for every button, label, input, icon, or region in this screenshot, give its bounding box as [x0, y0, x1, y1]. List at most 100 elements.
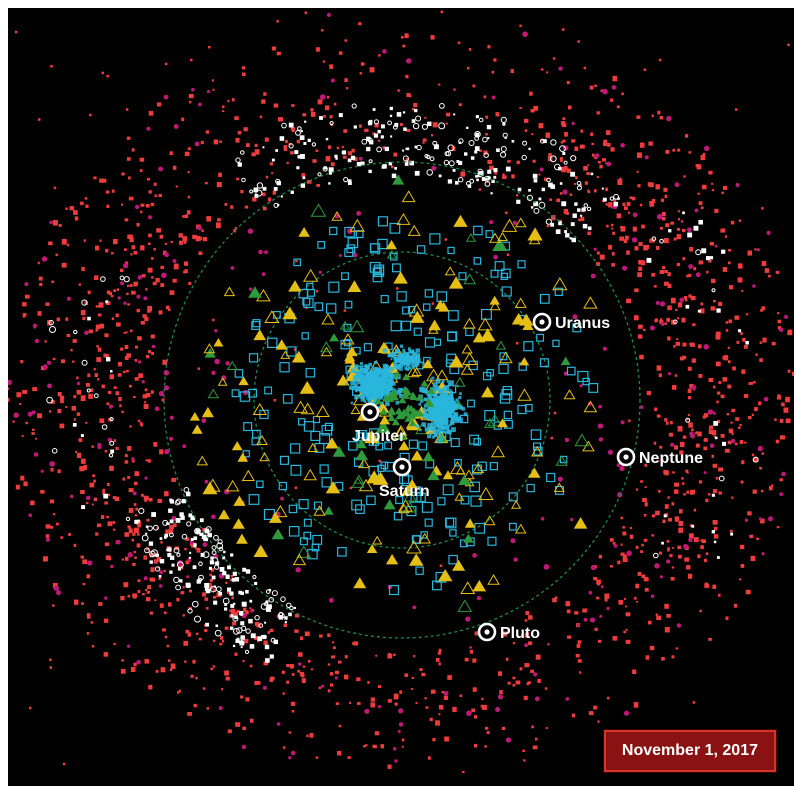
white-object-marker [100, 276, 106, 282]
red-object-marker [278, 117, 283, 122]
red-object-marker [661, 211, 666, 217]
red-object-marker [694, 537, 699, 543]
red-object-marker [701, 184, 707, 190]
triangle-object-marker [264, 310, 280, 323]
red-object-marker [116, 322, 121, 327]
triangle-object-marker [372, 535, 383, 545]
white-object-marker [72, 423, 77, 427]
red-object-marker [666, 421, 669, 425]
red-object-marker [619, 177, 622, 180]
white-object-marker [745, 341, 749, 345]
red-object-marker [559, 192, 563, 195]
white-object-marker [265, 658, 270, 663]
red-object-marker [687, 366, 692, 371]
magenta-object-marker [600, 585, 604, 589]
cyan-object-marker [267, 337, 278, 349]
cyan-core-marker [384, 365, 390, 370]
red-object-marker [123, 331, 126, 334]
red-object-marker [65, 406, 68, 408]
white-object-marker [273, 639, 278, 645]
cyan-core-marker [393, 353, 397, 356]
cyan-object-marker [303, 518, 312, 527]
red-object-marker [700, 154, 706, 161]
cyan-core-marker [354, 396, 357, 400]
red-object-marker [264, 137, 269, 142]
red-object-marker [659, 551, 663, 555]
white-object-marker [304, 120, 307, 123]
red-object-marker [327, 689, 331, 693]
red-object-marker [545, 727, 548, 729]
cyan-core-marker [445, 403, 449, 407]
red-object-marker [746, 589, 750, 593]
magenta-object-marker [613, 544, 618, 548]
white-object-marker [229, 591, 234, 596]
red-object-marker [659, 226, 663, 230]
red-object-marker [105, 555, 111, 560]
red-object-marker [435, 720, 440, 726]
triangle-object-marker [393, 271, 408, 284]
white-object-marker [109, 417, 114, 422]
red-object-marker [730, 421, 733, 424]
red-object-marker [82, 466, 87, 471]
cyan-core-marker [449, 391, 454, 396]
red-object-marker [648, 620, 652, 625]
cyan-object-marker [344, 339, 352, 347]
red-object-marker [269, 628, 274, 633]
cyan-object-marker [344, 226, 355, 238]
white-object-marker [307, 138, 311, 142]
triangle-object-marker [395, 407, 403, 415]
triangle-object-marker [387, 414, 396, 422]
red-object-marker [754, 407, 758, 412]
red-object-marker [586, 172, 590, 176]
red-object-marker [101, 71, 104, 75]
red-object-marker [452, 706, 457, 713]
cyan-object-marker [481, 308, 492, 320]
red-object-marker [396, 287, 399, 290]
red-object-marker [678, 521, 684, 526]
red-object-marker [726, 413, 730, 416]
red-object-marker [263, 640, 268, 645]
red-object-marker [86, 574, 91, 579]
red-object-marker [299, 636, 304, 641]
red-object-marker [494, 171, 497, 175]
red-object-marker [95, 532, 99, 536]
red-object-marker [655, 246, 660, 250]
white-object-marker [328, 167, 334, 173]
planet-marker-icon [532, 312, 552, 332]
cyan-core-marker [373, 389, 379, 395]
red-object-marker [648, 141, 653, 146]
red-object-marker [611, 252, 615, 256]
white-object-marker [230, 626, 234, 630]
white-object-marker [474, 150, 478, 154]
red-object-marker [106, 204, 110, 208]
red-object-marker [357, 701, 361, 705]
red-object-marker [393, 152, 397, 157]
red-object-marker [676, 234, 682, 240]
red-object-marker [168, 529, 173, 534]
red-object-marker [80, 201, 84, 206]
triangle-object-marker [275, 339, 288, 350]
red-object-marker [620, 226, 626, 232]
red-object-marker [637, 324, 643, 329]
cyan-core-marker [431, 398, 435, 401]
cyan-core-marker [399, 358, 403, 362]
cyan-core-marker [446, 394, 452, 400]
red-object-marker [682, 435, 687, 439]
red-object-marker [606, 696, 610, 700]
red-object-marker [675, 341, 681, 346]
red-object-marker [667, 336, 671, 341]
cyan-core-marker [364, 384, 368, 388]
cyan-object-marker [389, 222, 401, 234]
cyan-core-marker [355, 372, 361, 377]
white-object-marker [215, 561, 220, 566]
red-object-marker [654, 407, 658, 412]
red-object-marker [148, 498, 153, 502]
red-object-marker [430, 689, 436, 694]
cyan-object-marker [416, 245, 426, 254]
magenta-object-marker [398, 722, 404, 727]
red-object-marker [682, 342, 687, 347]
cyan-core-marker [440, 404, 446, 410]
red-object-marker [625, 605, 627, 608]
white-object-marker [555, 229, 561, 234]
red-object-marker [141, 493, 144, 497]
